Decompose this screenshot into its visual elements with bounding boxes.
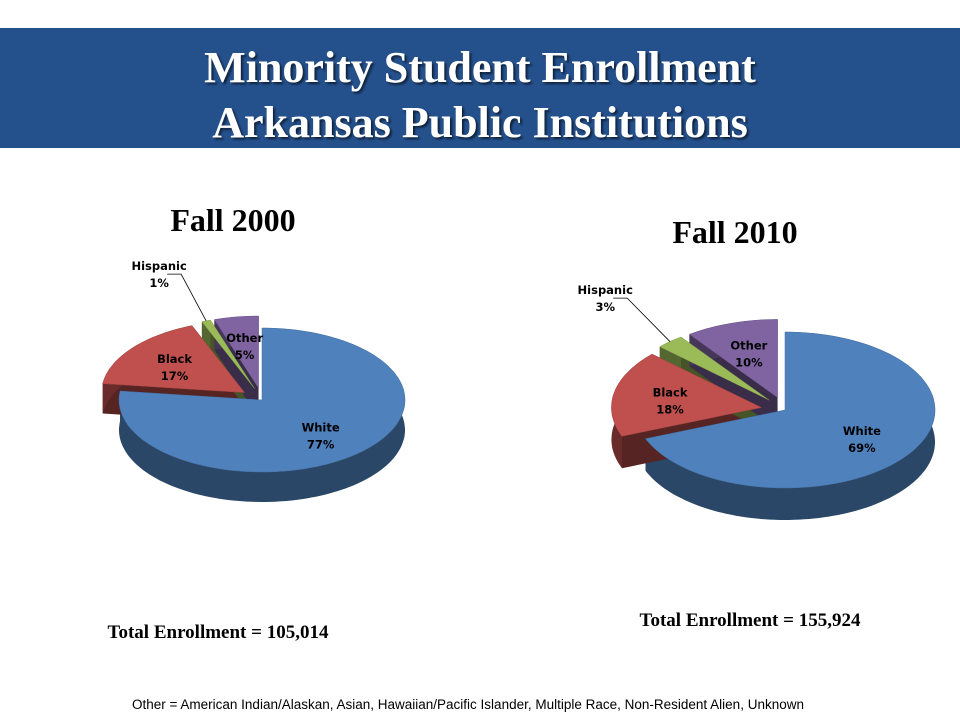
- title-bar: [0, 28, 960, 148]
- slice-label: Black: [157, 352, 192, 366]
- slice: [102, 325, 246, 393]
- slice-value: 77%: [307, 437, 335, 451]
- total-note: Total Enrollment = 155,924: [640, 610, 861, 631]
- title-line: Minority Student Enrollment: [204, 43, 756, 92]
- slice-value: 69%: [848, 441, 876, 455]
- slice: [118, 327, 406, 473]
- slice-value: 5%: [235, 348, 255, 362]
- slice-value: 10%: [735, 355, 763, 369]
- slice: [213, 315, 259, 389]
- slice: [645, 331, 936, 489]
- slice: [688, 319, 778, 398]
- slice-value: 1%: [149, 276, 169, 290]
- slice-label: Other: [730, 338, 767, 352]
- slice-label: Other: [226, 331, 263, 345]
- slice-value: 18%: [656, 402, 684, 416]
- slice-value: 17%: [161, 369, 189, 383]
- footnote: Other = American Indian/Alaskan, Asian, …: [132, 697, 804, 712]
- slice-value: 3%: [595, 300, 615, 314]
- total-note: Total Enrollment = 105,014: [108, 622, 329, 643]
- chart-title: Fall 2010: [672, 214, 797, 250]
- chart-title: Fall 2000: [170, 202, 295, 238]
- leader-line: [167, 273, 207, 322]
- title-line: Arkansas Public Institutions: [212, 98, 747, 147]
- leader-line: [613, 297, 671, 342]
- slice: [201, 319, 255, 389]
- slice: [611, 353, 763, 437]
- slice-label: White: [843, 424, 881, 438]
- slice-label: Hispanic: [131, 259, 187, 273]
- slice-label: White: [302, 420, 340, 434]
- slice-label: Black: [653, 385, 688, 399]
- slice-label: Hispanic: [578, 283, 634, 297]
